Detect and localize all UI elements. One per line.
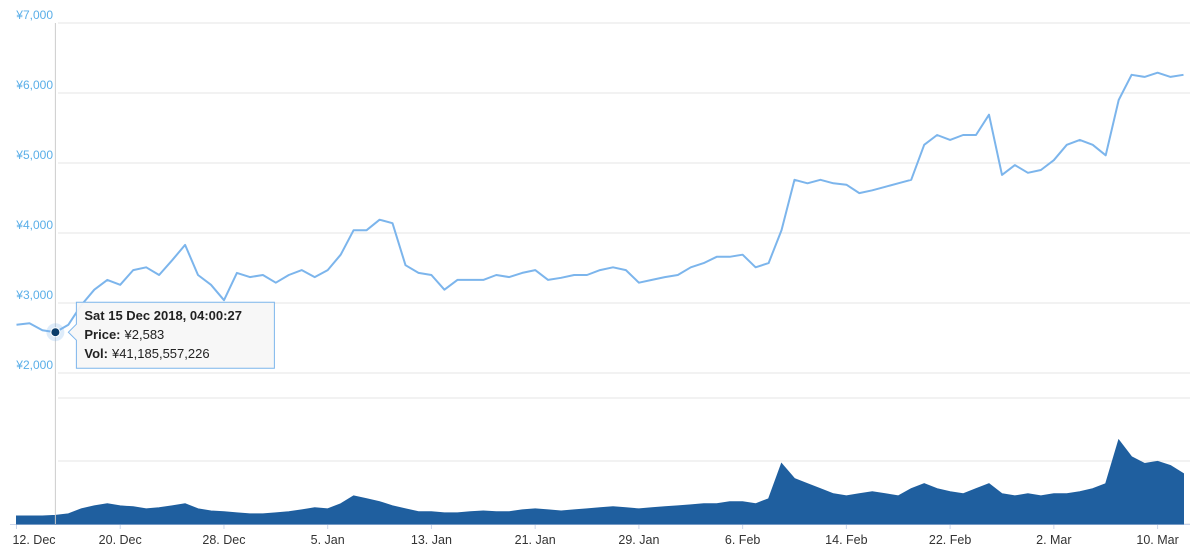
y-tick-label: ¥4,000: [15, 218, 53, 232]
tooltip-label: Vol:: [84, 346, 108, 361]
y-tick-label: ¥7,000: [15, 8, 53, 22]
x-tick-label: 21. Jan: [515, 533, 556, 547]
tooltip-box: [67, 301, 275, 369]
tooltip-label: Price:: [84, 327, 120, 342]
price-line: [16, 71, 1184, 334]
hover-point: [50, 327, 61, 338]
tooltip-row: Vol: ¥41,185,557,226: [84, 346, 209, 361]
tooltip-row: Price: ¥2,583: [84, 327, 164, 342]
x-tick-label: 20. Dec: [99, 533, 142, 547]
x-tick-label: 28. Dec: [202, 533, 245, 547]
x-tick-label: 14. Feb: [825, 533, 867, 547]
x-tick-label: 12. Dec: [12, 533, 55, 547]
x-tick-label: 10. Mar: [1136, 533, 1178, 547]
y-tick-label: ¥3,000: [15, 288, 53, 302]
x-tick-label: 29. Jan: [618, 533, 659, 547]
x-tick-label: 22. Feb: [929, 533, 971, 547]
y-tick-label: ¥2,000: [15, 358, 53, 372]
x-tick-label: 13. Jan: [411, 533, 452, 547]
volume-area: [16, 438, 1184, 525]
x-tick-label: 6. Feb: [725, 533, 760, 547]
tooltip-value: ¥41,185,557,226: [111, 346, 210, 361]
tooltip-value: ¥2,583: [124, 327, 165, 342]
x-tick-label: 2. Mar: [1036, 533, 1071, 547]
x-tick-label: 5. Jan: [311, 533, 345, 547]
tooltip-title: Sat 15 Dec 2018, 04:00:27: [84, 308, 242, 323]
y-tick-label: ¥5,000: [15, 148, 53, 162]
y-tick-label: ¥6,000: [15, 78, 53, 92]
